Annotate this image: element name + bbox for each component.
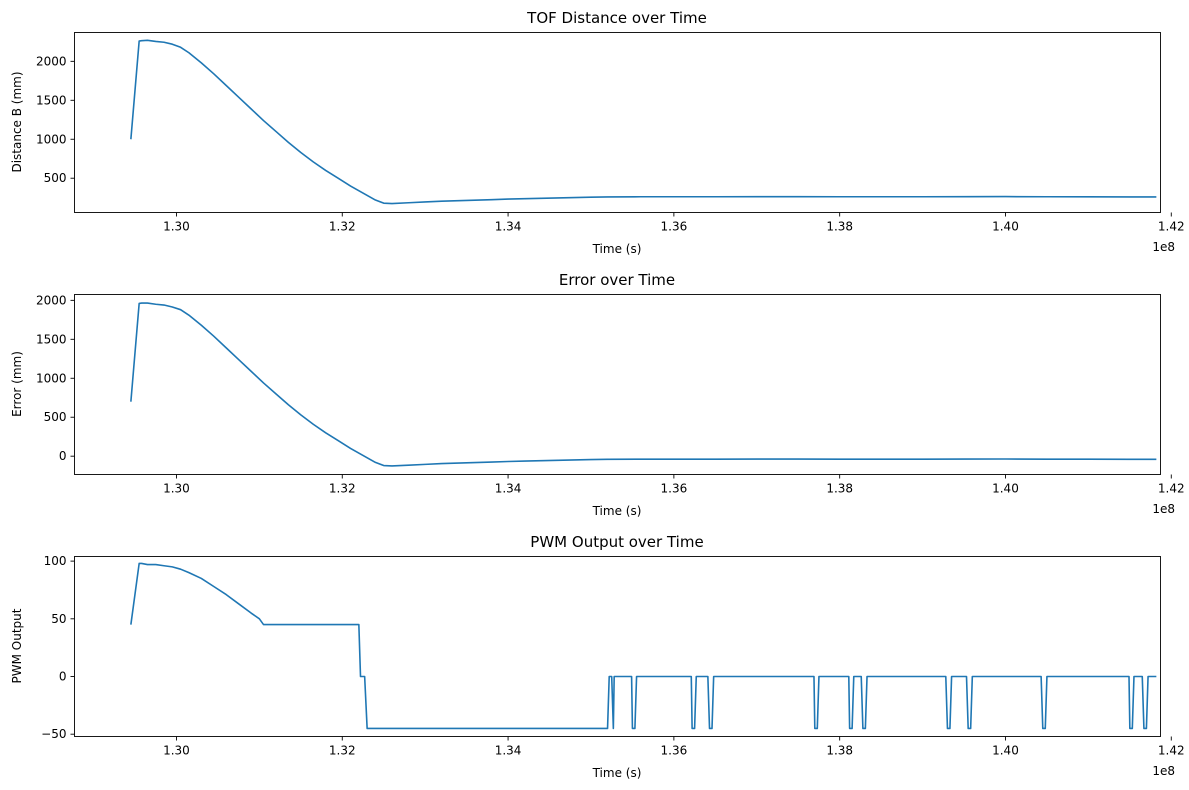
- y-tick-label: 2000: [36, 54, 67, 68]
- y-axis-label: Error (mm): [10, 351, 24, 417]
- x-tick-label: 1.40: [992, 744, 1019, 758]
- y-tick-label: 1500: [36, 332, 67, 346]
- x-tick-label: 1.36: [661, 482, 688, 496]
- panel-error: Error over Time Time (s) Error (mm) 1e8 …: [10, 271, 1185, 518]
- x-tick-label: 1.42: [1158, 482, 1185, 496]
- series-line: [130, 302, 1157, 467]
- x-axis-label: Time (s): [592, 766, 642, 780]
- y-tick-label: 50: [51, 612, 66, 626]
- x-tick-label: 1.32: [329, 744, 356, 758]
- x-offset-label: 1e8: [1152, 240, 1175, 254]
- x-tick-label: 1.32: [329, 220, 356, 234]
- x-tick-label: 1.30: [163, 220, 190, 234]
- x-tick-label: 1.40: [992, 220, 1019, 234]
- series-line: [130, 39, 1157, 205]
- x-offset-label: 1e8: [1152, 764, 1175, 778]
- plot-frame: [74, 294, 1161, 475]
- plot-frame: [74, 32, 1161, 213]
- x-tick-label: 1.38: [826, 744, 853, 758]
- y-tick-label: 500: [44, 171, 67, 185]
- y-tick-label: 100: [44, 554, 67, 568]
- axis-ticks: 1.30 1.32 1.34 1.36 1.38 1.40 1.42 500 1000 1500 2…: [36, 54, 1185, 233]
- axis-ticks: 1.30 1.32 1.34 1.36 1.38 1.40 1.42 −50 0 50 100: [41, 554, 1184, 757]
- x-tick-label: 1.38: [826, 482, 853, 496]
- series-layer: [130, 302, 1157, 467]
- x-tick-label: 1.34: [495, 744, 522, 758]
- x-tick-label: 1.30: [163, 482, 190, 496]
- plot-frame: [74, 556, 1161, 737]
- x-tick-label: 1.36: [661, 744, 688, 758]
- x-tick-label: 1.36: [661, 220, 688, 234]
- panel-distance: TOF Distance over Time Time (s) Distance…: [10, 9, 1185, 256]
- y-tick-label: 2000: [36, 293, 67, 307]
- x-tick-label: 1.42: [1158, 220, 1185, 234]
- series-layer: [130, 562, 1157, 730]
- x-tick-label: 1.34: [495, 482, 522, 496]
- x-tick-label: 1.34: [495, 220, 522, 234]
- y-tick-label: 1000: [36, 371, 67, 385]
- y-axis-label: Distance B (mm): [10, 71, 24, 172]
- y-tick-label: 0: [59, 670, 67, 684]
- x-tick-label: 1.40: [992, 482, 1019, 496]
- y-tick-label: 1000: [36, 132, 67, 146]
- axis-ticks: 1.30 1.32 1.34 1.36 1.38 1.40 1.42 0 500 1000 1500…: [36, 293, 1185, 495]
- y-tick-label: 0: [59, 449, 67, 463]
- chart-title: Error over Time: [559, 271, 675, 289]
- y-tick-label: 1500: [36, 93, 67, 107]
- series-line: [130, 562, 1157, 730]
- chart-title: TOF Distance over Time: [526, 9, 707, 27]
- y-tick-label: 500: [44, 410, 67, 424]
- x-tick-label: 1.30: [163, 744, 190, 758]
- x-axis-label: Time (s): [592, 504, 642, 518]
- chart-title: PWM Output over Time: [530, 533, 703, 551]
- x-tick-label: 1.38: [826, 220, 853, 234]
- x-axis-label: Time (s): [592, 242, 642, 256]
- panel-pwm: PWM Output over Time Time (s) PWM Output…: [10, 533, 1185, 780]
- x-offset-label: 1e8: [1152, 502, 1175, 516]
- y-axis-label: PWM Output: [10, 608, 24, 683]
- x-tick-label: 1.42: [1158, 744, 1185, 758]
- y-tick-label: −50: [41, 727, 66, 741]
- series-layer: [130, 39, 1157, 205]
- x-tick-label: 1.32: [329, 482, 356, 496]
